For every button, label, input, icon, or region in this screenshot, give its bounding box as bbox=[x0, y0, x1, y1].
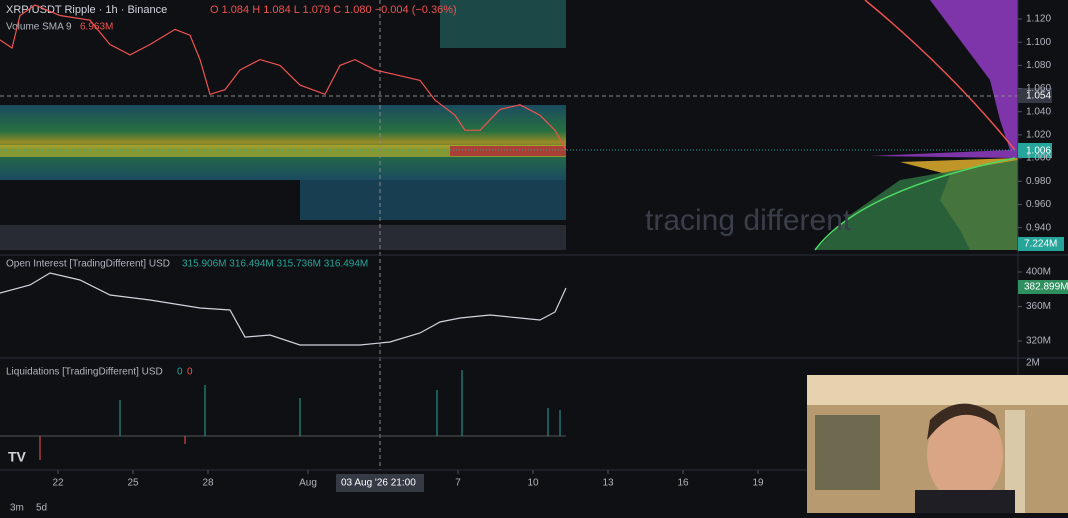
volume-box bbox=[1018, 237, 1064, 251]
x-tick-label: 13 bbox=[602, 478, 614, 489]
volume-profile bbox=[814, 0, 1018, 251]
y-tick-label: 400M bbox=[1026, 267, 1051, 278]
current-price: 1.006 bbox=[1026, 146, 1051, 157]
x-tick-label: 19 bbox=[752, 478, 764, 489]
watermark: tracing different bbox=[645, 204, 852, 237]
ohlc: O 1.084 H 1.084 L 1.079 C 1.080 −0.004 (… bbox=[210, 4, 457, 16]
y-tick-label: 1.000 bbox=[1026, 153, 1051, 164]
webcam bbox=[807, 375, 1068, 513]
volume-label: Volume SMA 9 bbox=[6, 22, 72, 33]
x-tick-label: 7 bbox=[455, 478, 461, 489]
liquidation-bars bbox=[39, 370, 561, 460]
oi-last: 382.899M bbox=[1024, 282, 1068, 293]
series-line bbox=[0, 4, 567, 151]
price-box bbox=[1018, 143, 1052, 158]
y-tick-label: 1.080 bbox=[1026, 60, 1051, 71]
y-tick-label: 0.960 bbox=[1026, 199, 1051, 210]
liq-long: 0 bbox=[177, 367, 183, 378]
series-line bbox=[0, 272, 567, 346]
volume-value: 6.963M bbox=[80, 22, 113, 33]
liq-title: Liquidations [TradingDifferent] USD bbox=[6, 367, 163, 378]
y-tick-label: 1.020 bbox=[1026, 130, 1051, 141]
oi-title: Open Interest [TradingDifferent] USD bbox=[6, 259, 170, 270]
y-tick-label: 1.060 bbox=[1026, 83, 1051, 94]
x-tick-label: 10 bbox=[527, 478, 539, 489]
y-tick-label: 1.120 bbox=[1026, 14, 1051, 25]
crosshair-time-box bbox=[336, 474, 424, 492]
volume-axis: 7.224M bbox=[1024, 239, 1057, 250]
tv-logo: TV bbox=[8, 449, 27, 465]
y-tick-label: 320M bbox=[1026, 336, 1051, 347]
crosshair-price-box bbox=[1018, 88, 1052, 103]
y-tick-label: 1.100 bbox=[1026, 37, 1051, 48]
oi-values: 315.906M 316.494M 315.736M 316.494M bbox=[182, 259, 368, 270]
y-tick-label: 360M bbox=[1026, 301, 1051, 312]
range-button[interactable]: 3m bbox=[10, 503, 24, 514]
range-button[interactable]: 5d bbox=[36, 503, 47, 514]
liq-tick: 2M bbox=[1026, 358, 1040, 369]
oi-box bbox=[1018, 280, 1068, 294]
x-tick-label: 28 bbox=[202, 478, 214, 489]
x-tick-label: 25 bbox=[127, 478, 139, 489]
volume-bars bbox=[0, 225, 566, 250]
x-tick-label: 22 bbox=[52, 478, 64, 489]
y-tick-label: 0.940 bbox=[1026, 222, 1051, 233]
y-tick-label: 0.980 bbox=[1026, 176, 1051, 187]
crosshair-price: 1.054 bbox=[1026, 91, 1051, 102]
y-tick-label: 1.040 bbox=[1026, 106, 1051, 117]
heatmap bbox=[0, 0, 566, 220]
symbol: XRP/USDT Ripple · 1h · Binance bbox=[6, 4, 167, 16]
liq-short: 0 bbox=[187, 367, 193, 378]
x-tick-label: Aug bbox=[299, 478, 317, 489]
crosshair-time: 03 Aug '26 21:00 bbox=[341, 478, 416, 489]
x-tick-label: 16 bbox=[677, 478, 689, 489]
